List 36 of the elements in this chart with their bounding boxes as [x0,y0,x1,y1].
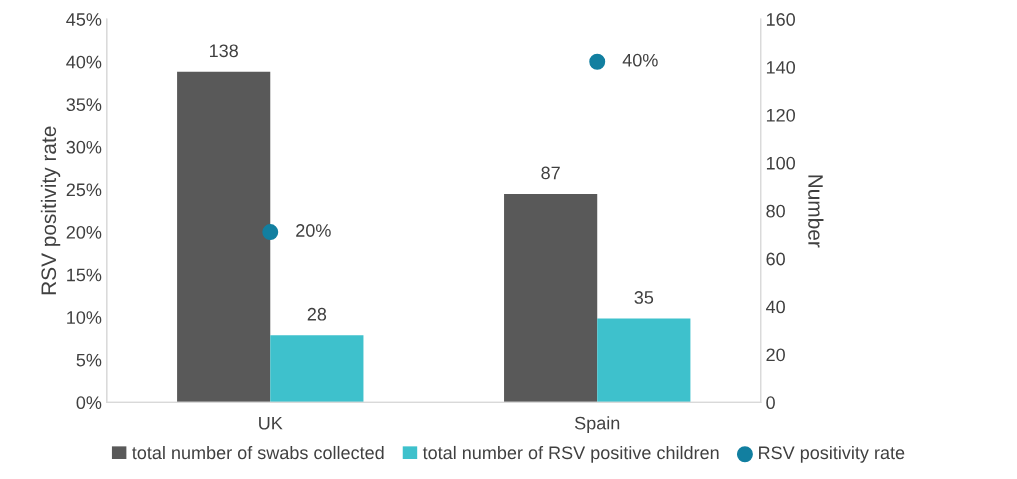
data-label: 40% [622,53,658,67]
y2-tick-label: 80 [766,204,785,218]
y-tick-label: 20% [66,225,102,239]
bar [270,335,364,403]
bar [597,318,691,403]
y2-tick-label: 100 [766,156,795,170]
y2-tick-label: 60 [766,252,785,266]
legend-label: total number of swabs collected [132,445,384,460]
y-tick-label: 5% [76,353,102,367]
y2-tick-label: 120 [766,108,795,122]
y2-tick-label: 160 [766,13,795,26]
data-label: 35 [634,291,654,304]
bar [177,71,271,403]
y-tick-label: 40% [66,55,102,69]
x-tick-label: UK [259,416,283,430]
x-tick-label: Spain [574,416,620,434]
legend-label: total number of RSV positive children [422,445,719,463]
y2-axis-title: Number [808,175,824,248]
y2-tick-label: 20 [766,348,785,362]
y-tick-label: 25% [66,183,102,197]
data-label: 138 [209,44,238,58]
y-axis-title: RSV positivity rate [40,126,61,295]
y-tick-label: 15% [67,268,102,282]
y2-tick-label: 140 [766,60,795,74]
y-tick-label: 35% [66,98,102,112]
y2-tick-label: 0 [766,396,775,410]
y2-tick-label: 40 [765,300,785,314]
data-label: 28 [307,307,327,321]
bar [504,193,598,403]
y-tick-label: 30% [66,140,102,154]
y-tick-label: 10% [67,311,102,324]
legend-label: RSV positivity rate [759,445,905,463]
y-tick-label: 0% [76,396,102,410]
data-label: 20% [296,224,331,237]
data-label: 87 [541,166,560,180]
y-tick-label: 45% [66,13,102,26]
